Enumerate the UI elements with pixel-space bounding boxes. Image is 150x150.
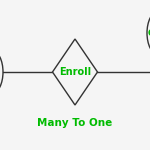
Text: Many To One: Many To One bbox=[37, 118, 113, 128]
Text: C: C bbox=[148, 28, 150, 38]
Ellipse shape bbox=[0, 51, 3, 93]
Ellipse shape bbox=[147, 12, 150, 54]
Polygon shape bbox=[52, 39, 98, 105]
Text: Enroll: Enroll bbox=[59, 67, 91, 77]
